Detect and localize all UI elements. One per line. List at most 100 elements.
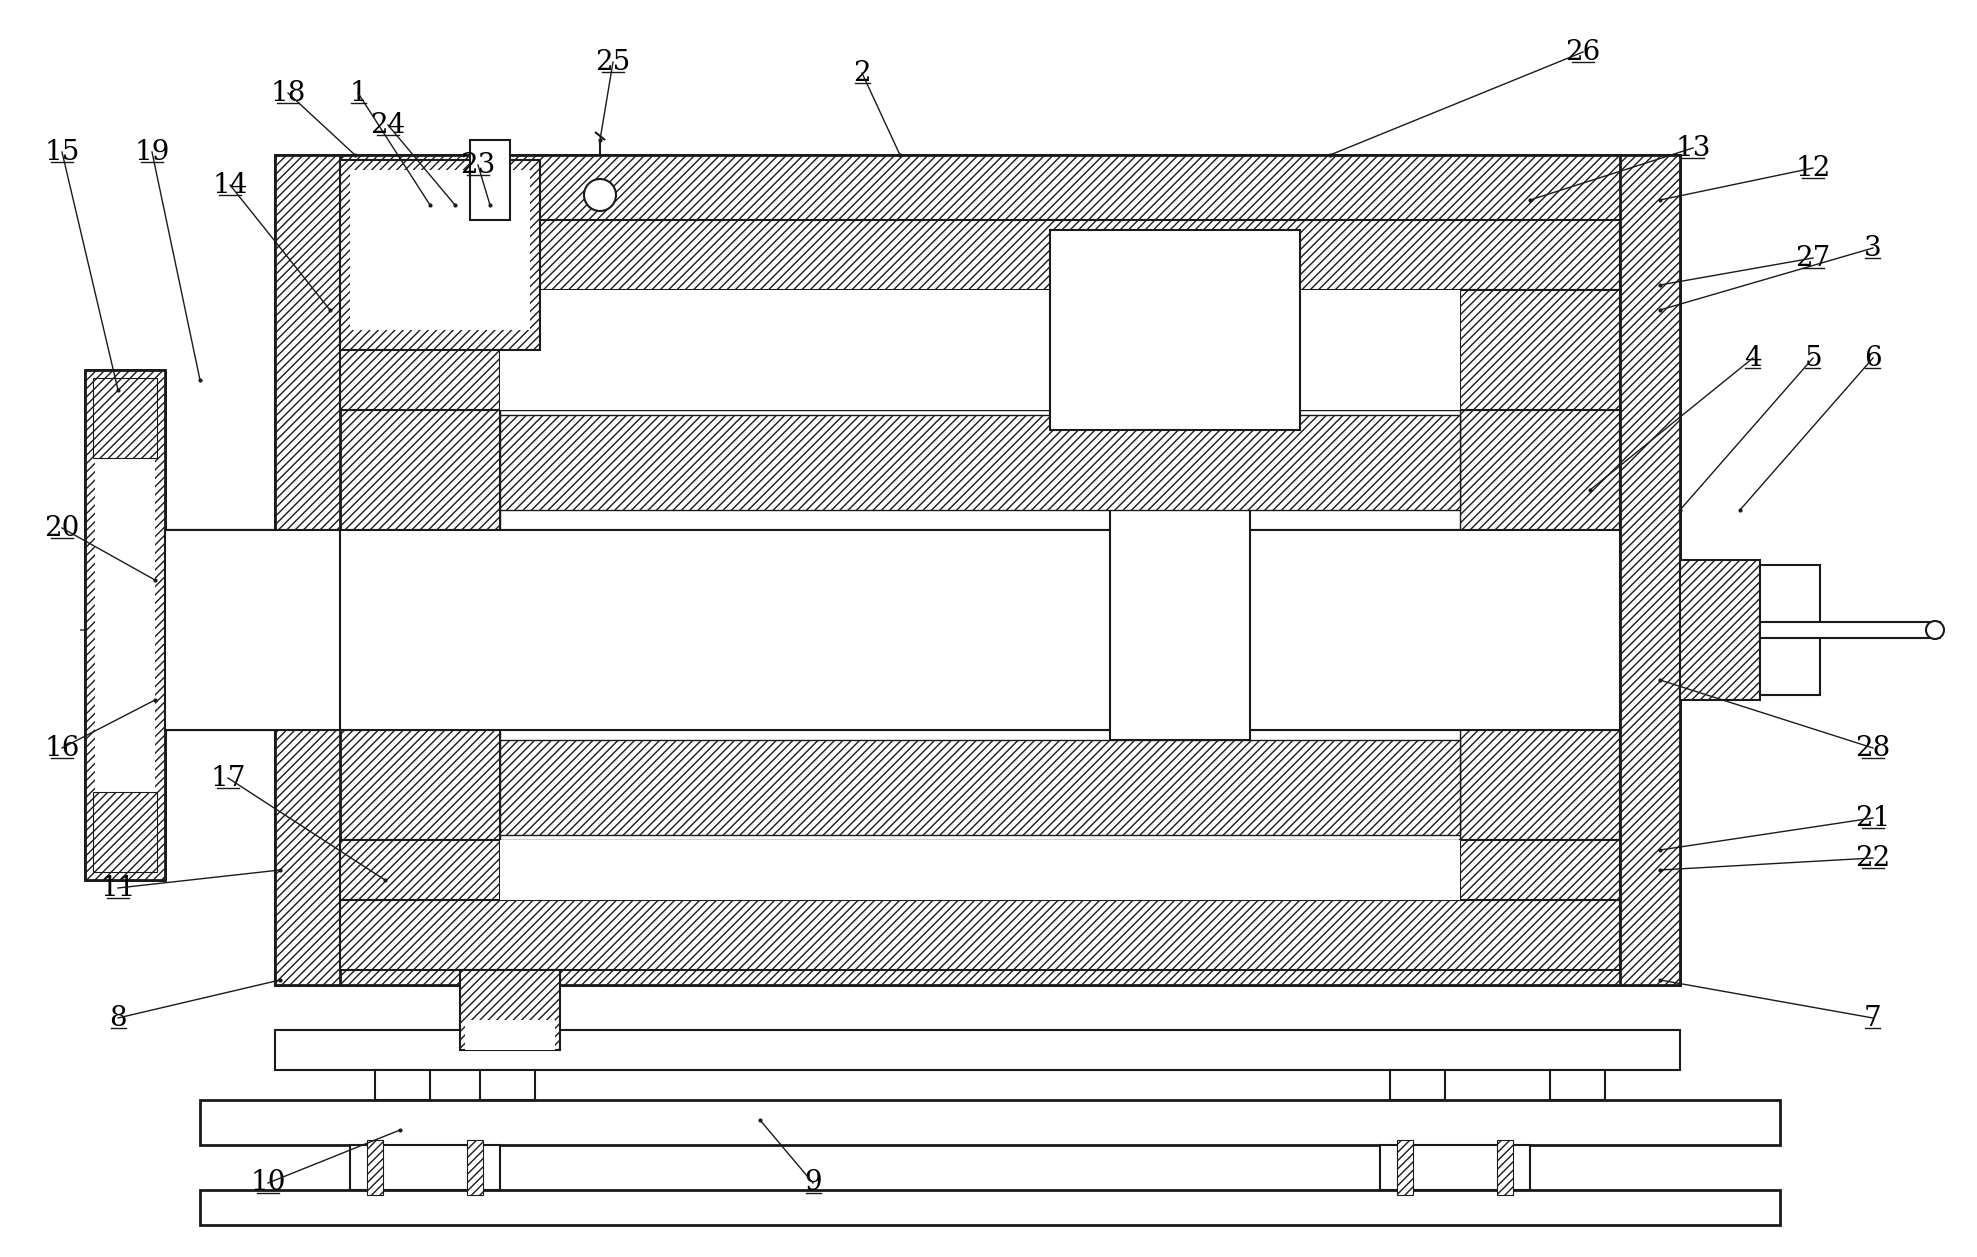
Polygon shape — [500, 794, 1459, 830]
Polygon shape — [500, 750, 1459, 786]
Polygon shape — [340, 290, 500, 410]
Bar — [1056, 415, 1085, 460]
Bar — [1459, 530, 1619, 730]
Polygon shape — [340, 220, 1619, 410]
Polygon shape — [500, 420, 1459, 455]
Bar — [1014, 789, 1046, 835]
Bar — [1398, 1140, 1414, 1195]
Bar — [275, 920, 1680, 985]
Bar — [93, 792, 156, 872]
Bar — [1497, 1140, 1512, 1195]
Bar — [346, 225, 1615, 405]
Bar — [854, 415, 886, 460]
Bar — [1760, 622, 1939, 639]
Polygon shape — [340, 900, 1619, 970]
Text: 10: 10 — [251, 1169, 287, 1197]
Bar — [160, 530, 1619, 730]
Bar — [696, 789, 726, 835]
Bar — [654, 415, 684, 460]
Text: 18: 18 — [271, 79, 306, 107]
Text: 11: 11 — [101, 875, 136, 901]
Bar — [500, 740, 1459, 835]
Text: 12: 12 — [1795, 155, 1831, 181]
Polygon shape — [1459, 840, 1619, 900]
Bar — [1050, 230, 1301, 430]
Bar — [935, 789, 965, 835]
Bar — [935, 415, 965, 460]
Bar — [164, 530, 340, 730]
Polygon shape — [500, 460, 1459, 495]
Bar — [275, 155, 340, 985]
Text: 17: 17 — [210, 764, 245, 792]
Bar — [615, 789, 645, 835]
Text: 6: 6 — [1864, 344, 1882, 372]
Bar — [1380, 1145, 1530, 1190]
Circle shape — [583, 178, 617, 211]
Text: 4: 4 — [1744, 344, 1762, 372]
Bar — [1680, 561, 1760, 700]
Bar — [615, 415, 645, 460]
Bar — [376, 1070, 431, 1100]
Bar — [340, 530, 500, 730]
Text: 14: 14 — [212, 171, 247, 199]
Text: 13: 13 — [1675, 134, 1710, 161]
Bar — [575, 415, 605, 460]
Text: 24: 24 — [370, 112, 405, 138]
Polygon shape — [340, 220, 1619, 290]
Circle shape — [1926, 621, 1943, 639]
Bar — [1109, 500, 1249, 740]
Bar — [500, 415, 1459, 510]
Text: 19: 19 — [134, 138, 170, 166]
Bar — [1760, 564, 1821, 695]
Text: 3: 3 — [1864, 235, 1882, 261]
Bar — [350, 170, 530, 331]
Bar — [480, 1070, 536, 1100]
Text: 26: 26 — [1566, 39, 1601, 65]
Bar — [1056, 789, 1085, 835]
Polygon shape — [340, 410, 500, 840]
Polygon shape — [1459, 290, 1619, 410]
Bar — [471, 140, 510, 220]
Bar — [1619, 155, 1680, 985]
Bar — [500, 840, 1459, 900]
Bar — [500, 410, 1459, 840]
Bar — [350, 1145, 500, 1190]
Bar — [896, 415, 925, 460]
Bar — [461, 970, 559, 1050]
Bar — [340, 160, 540, 349]
Text: 1: 1 — [350, 79, 368, 107]
Bar — [1014, 415, 1046, 460]
Bar — [1390, 1070, 1445, 1100]
Text: 20: 20 — [43, 514, 79, 542]
Bar — [368, 1140, 384, 1195]
Bar — [975, 789, 1004, 835]
Bar — [775, 415, 805, 460]
Bar — [854, 789, 886, 835]
Polygon shape — [340, 840, 500, 900]
Bar — [275, 155, 1680, 220]
Text: 5: 5 — [1805, 344, 1823, 372]
Bar — [467, 1140, 482, 1195]
Bar — [465, 1019, 556, 1050]
Bar — [735, 789, 765, 835]
Bar — [536, 789, 565, 835]
Text: 8: 8 — [109, 1004, 127, 1032]
Bar — [500, 290, 1459, 410]
Text: 21: 21 — [1854, 804, 1890, 831]
Bar — [93, 378, 156, 458]
Bar — [575, 789, 605, 835]
Bar — [200, 1100, 1779, 1145]
Text: 15: 15 — [43, 138, 79, 166]
Bar — [696, 415, 726, 460]
Bar — [815, 415, 844, 460]
Text: 23: 23 — [461, 152, 496, 178]
Bar — [95, 380, 154, 870]
Polygon shape — [1459, 410, 1619, 840]
Bar — [275, 1029, 1680, 1070]
Bar — [735, 415, 765, 460]
Bar — [1550, 1070, 1605, 1100]
Bar — [815, 789, 844, 835]
Bar — [975, 415, 1004, 460]
Bar — [775, 789, 805, 835]
Text: 25: 25 — [595, 49, 631, 75]
